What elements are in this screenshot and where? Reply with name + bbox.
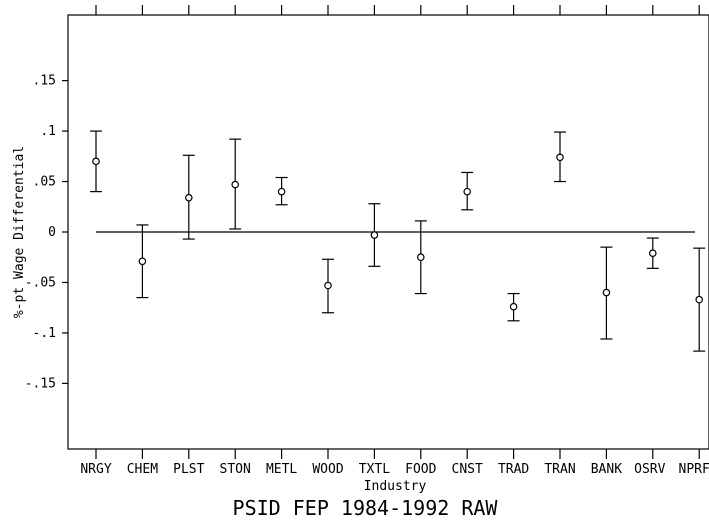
x-axis-labels: NRGY CHEM PLST STON METL WOOD TXTL FOOD CNST TRAD… bbox=[80, 462, 709, 477]
x-tick-label: BANK bbox=[591, 462, 622, 477]
x-tick-label: TXTL bbox=[359, 462, 390, 477]
points bbox=[92, 153, 704, 311]
point-estimate bbox=[185, 193, 193, 202]
x-tick-label: NPRF bbox=[679, 462, 709, 477]
y-tick-label: -.1 bbox=[33, 326, 56, 341]
chart-title: PSID FEP 1984-1992 RAW bbox=[233, 496, 499, 520]
x-tick-label: NRGY bbox=[80, 462, 111, 477]
point-estimate bbox=[370, 231, 379, 239]
y-tick-label: .1 bbox=[40, 124, 56, 139]
y-tick-label: .15 bbox=[33, 74, 56, 89]
point-estimate bbox=[556, 153, 564, 162]
point-estimate bbox=[277, 187, 286, 196]
x-tick-label: WOOD bbox=[312, 462, 343, 477]
x-tick-label: OSRV bbox=[634, 462, 665, 477]
point-estimate bbox=[602, 288, 611, 297]
y-tick-label: .05 bbox=[33, 175, 56, 190]
point-estimate bbox=[509, 302, 518, 311]
x-tick-label: TRAN bbox=[544, 462, 575, 477]
x-tick-label: CHEM bbox=[127, 462, 158, 477]
point-estimate bbox=[138, 257, 147, 266]
point-estimate bbox=[648, 249, 657, 257]
x-axis-title: Industry bbox=[364, 479, 427, 494]
x-tick-label: STON bbox=[220, 462, 251, 477]
point-estimate bbox=[416, 253, 425, 262]
x-tick-label: PLST bbox=[173, 462, 204, 477]
x-tick-label: FOOD bbox=[405, 462, 436, 477]
point-estimate bbox=[92, 157, 100, 166]
error-bars bbox=[90, 130, 706, 352]
y-axis-title: %-pt Wage Differential bbox=[12, 146, 27, 318]
point-estimate bbox=[463, 187, 472, 196]
x-tick-label: TRAD bbox=[498, 462, 529, 477]
point-estimate bbox=[324, 281, 332, 290]
y-tick-label: 0 bbox=[48, 225, 56, 240]
point-estimate bbox=[231, 180, 240, 189]
point-estimate bbox=[695, 295, 704, 304]
y-axis: .15 .1 .05 0 -.05 -.1 -.15 bbox=[25, 74, 68, 391]
top-ticks bbox=[95, 5, 700, 15]
bottom-ticks bbox=[95, 449, 700, 459]
y-tick-label: -.05 bbox=[25, 275, 56, 290]
y-tick-label: -.15 bbox=[25, 376, 56, 391]
x-tick-label: METL bbox=[266, 462, 297, 477]
x-tick-label: CNST bbox=[452, 462, 483, 477]
